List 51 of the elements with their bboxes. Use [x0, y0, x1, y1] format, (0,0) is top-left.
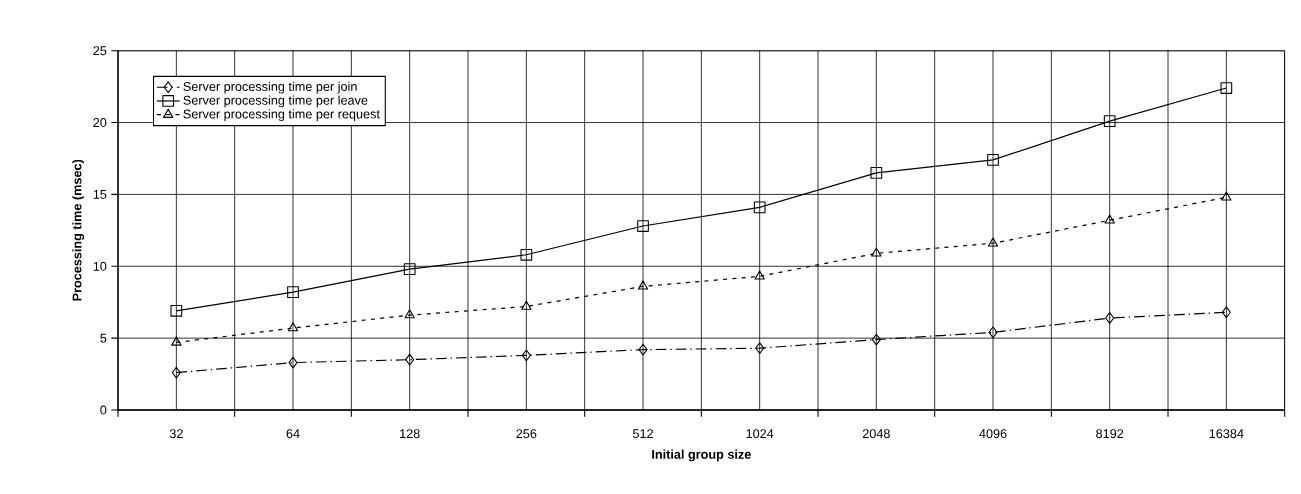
y-tick-label: 15	[93, 189, 107, 199]
point	[403, 263, 416, 276]
point	[637, 280, 649, 290]
y-tick-label: 5	[100, 333, 107, 343]
point	[755, 342, 765, 355]
y-tick-label: 10	[93, 261, 107, 271]
point	[1221, 306, 1231, 319]
point	[1220, 82, 1233, 94]
point	[287, 322, 299, 332]
x-tick-label: 4096	[979, 429, 1007, 439]
x-tick-label: 1024	[746, 429, 774, 439]
point	[871, 333, 881, 346]
point	[170, 304, 183, 317]
x-tick-label: 256	[516, 429, 537, 439]
point	[405, 353, 415, 366]
x-tick-label: 8192	[1096, 429, 1124, 439]
point	[987, 237, 999, 247]
legend-label: Server processing time per join	[183, 81, 357, 94]
y-tick-label: 20	[93, 118, 107, 128]
point	[1103, 115, 1116, 127]
x-tick-label: 128	[400, 429, 420, 439]
point	[521, 300, 532, 310]
point	[1105, 312, 1115, 324]
point	[1104, 214, 1115, 224]
point	[871, 247, 882, 257]
legend-label: Server processing time per request	[183, 109, 380, 121]
point	[753, 201, 766, 214]
point	[870, 166, 883, 179]
legend-label: Server processing time per leave	[183, 95, 368, 108]
point	[637, 220, 649, 232]
point	[288, 356, 298, 369]
point	[754, 270, 765, 280]
point	[171, 366, 181, 379]
x-tick-label: 2048	[862, 429, 890, 439]
point	[287, 286, 299, 299]
point	[1221, 191, 1232, 201]
y-tick-label: 0	[100, 405, 107, 415]
x-tick-label: 64	[286, 429, 300, 439]
y-tick-label: 25	[93, 46, 107, 56]
point	[520, 248, 533, 261]
point	[988, 326, 998, 339]
x-tick-label: 32	[169, 429, 183, 439]
point	[404, 309, 415, 319]
x-tick-label: 16384	[1209, 429, 1244, 439]
y-axis-title: Processing time (msec)	[72, 159, 85, 301]
point	[521, 349, 531, 362]
point	[171, 336, 182, 346]
x-axis-title: Initial group size	[652, 449, 751, 462]
point	[987, 154, 999, 166]
x-tick-label: 512	[632, 429, 653, 439]
point	[638, 343, 648, 356]
